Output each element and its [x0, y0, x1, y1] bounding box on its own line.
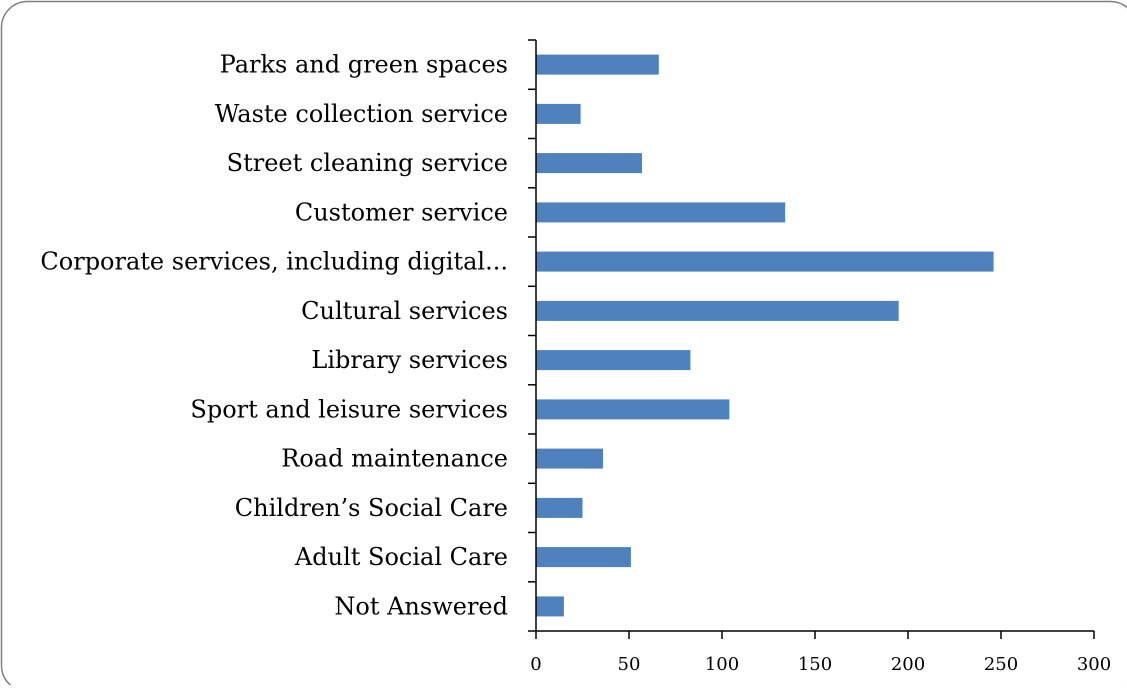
category-label: Road maintenance	[281, 445, 508, 473]
bar	[536, 104, 581, 124]
x-tick-label: 200	[891, 654, 925, 675]
category-label: Corporate services, including digital...	[40, 248, 508, 276]
bar	[536, 252, 994, 272]
bar	[536, 596, 564, 616]
bar	[536, 55, 659, 75]
bar	[536, 202, 785, 222]
category-label: Children’s Social Care	[235, 494, 508, 522]
bar	[536, 301, 899, 321]
category-label: Adult Social Care	[294, 543, 508, 571]
category-label: Sport and leisure services	[190, 395, 508, 423]
bar	[536, 498, 583, 518]
bar	[536, 399, 729, 419]
bar	[536, 547, 631, 567]
x-tick-label: 250	[984, 654, 1018, 675]
bar	[536, 153, 642, 173]
category-label: Waste collection service	[215, 100, 508, 128]
x-tick-label: 100	[705, 654, 739, 675]
bar	[536, 350, 690, 370]
category-label: Library services	[311, 346, 508, 374]
category-label: Parks and green spaces	[220, 51, 508, 79]
category-label: Cultural services	[301, 297, 508, 325]
x-tick-label: 300	[1077, 654, 1111, 675]
x-tick-label: 0	[530, 654, 541, 675]
x-tick-label: 50	[618, 654, 641, 675]
category-label: Street cleaning service	[227, 149, 508, 177]
bar	[536, 449, 603, 469]
category-label: Not Answered	[334, 592, 508, 620]
category-label: Customer service	[295, 198, 508, 226]
x-tick-label: 150	[798, 654, 832, 675]
